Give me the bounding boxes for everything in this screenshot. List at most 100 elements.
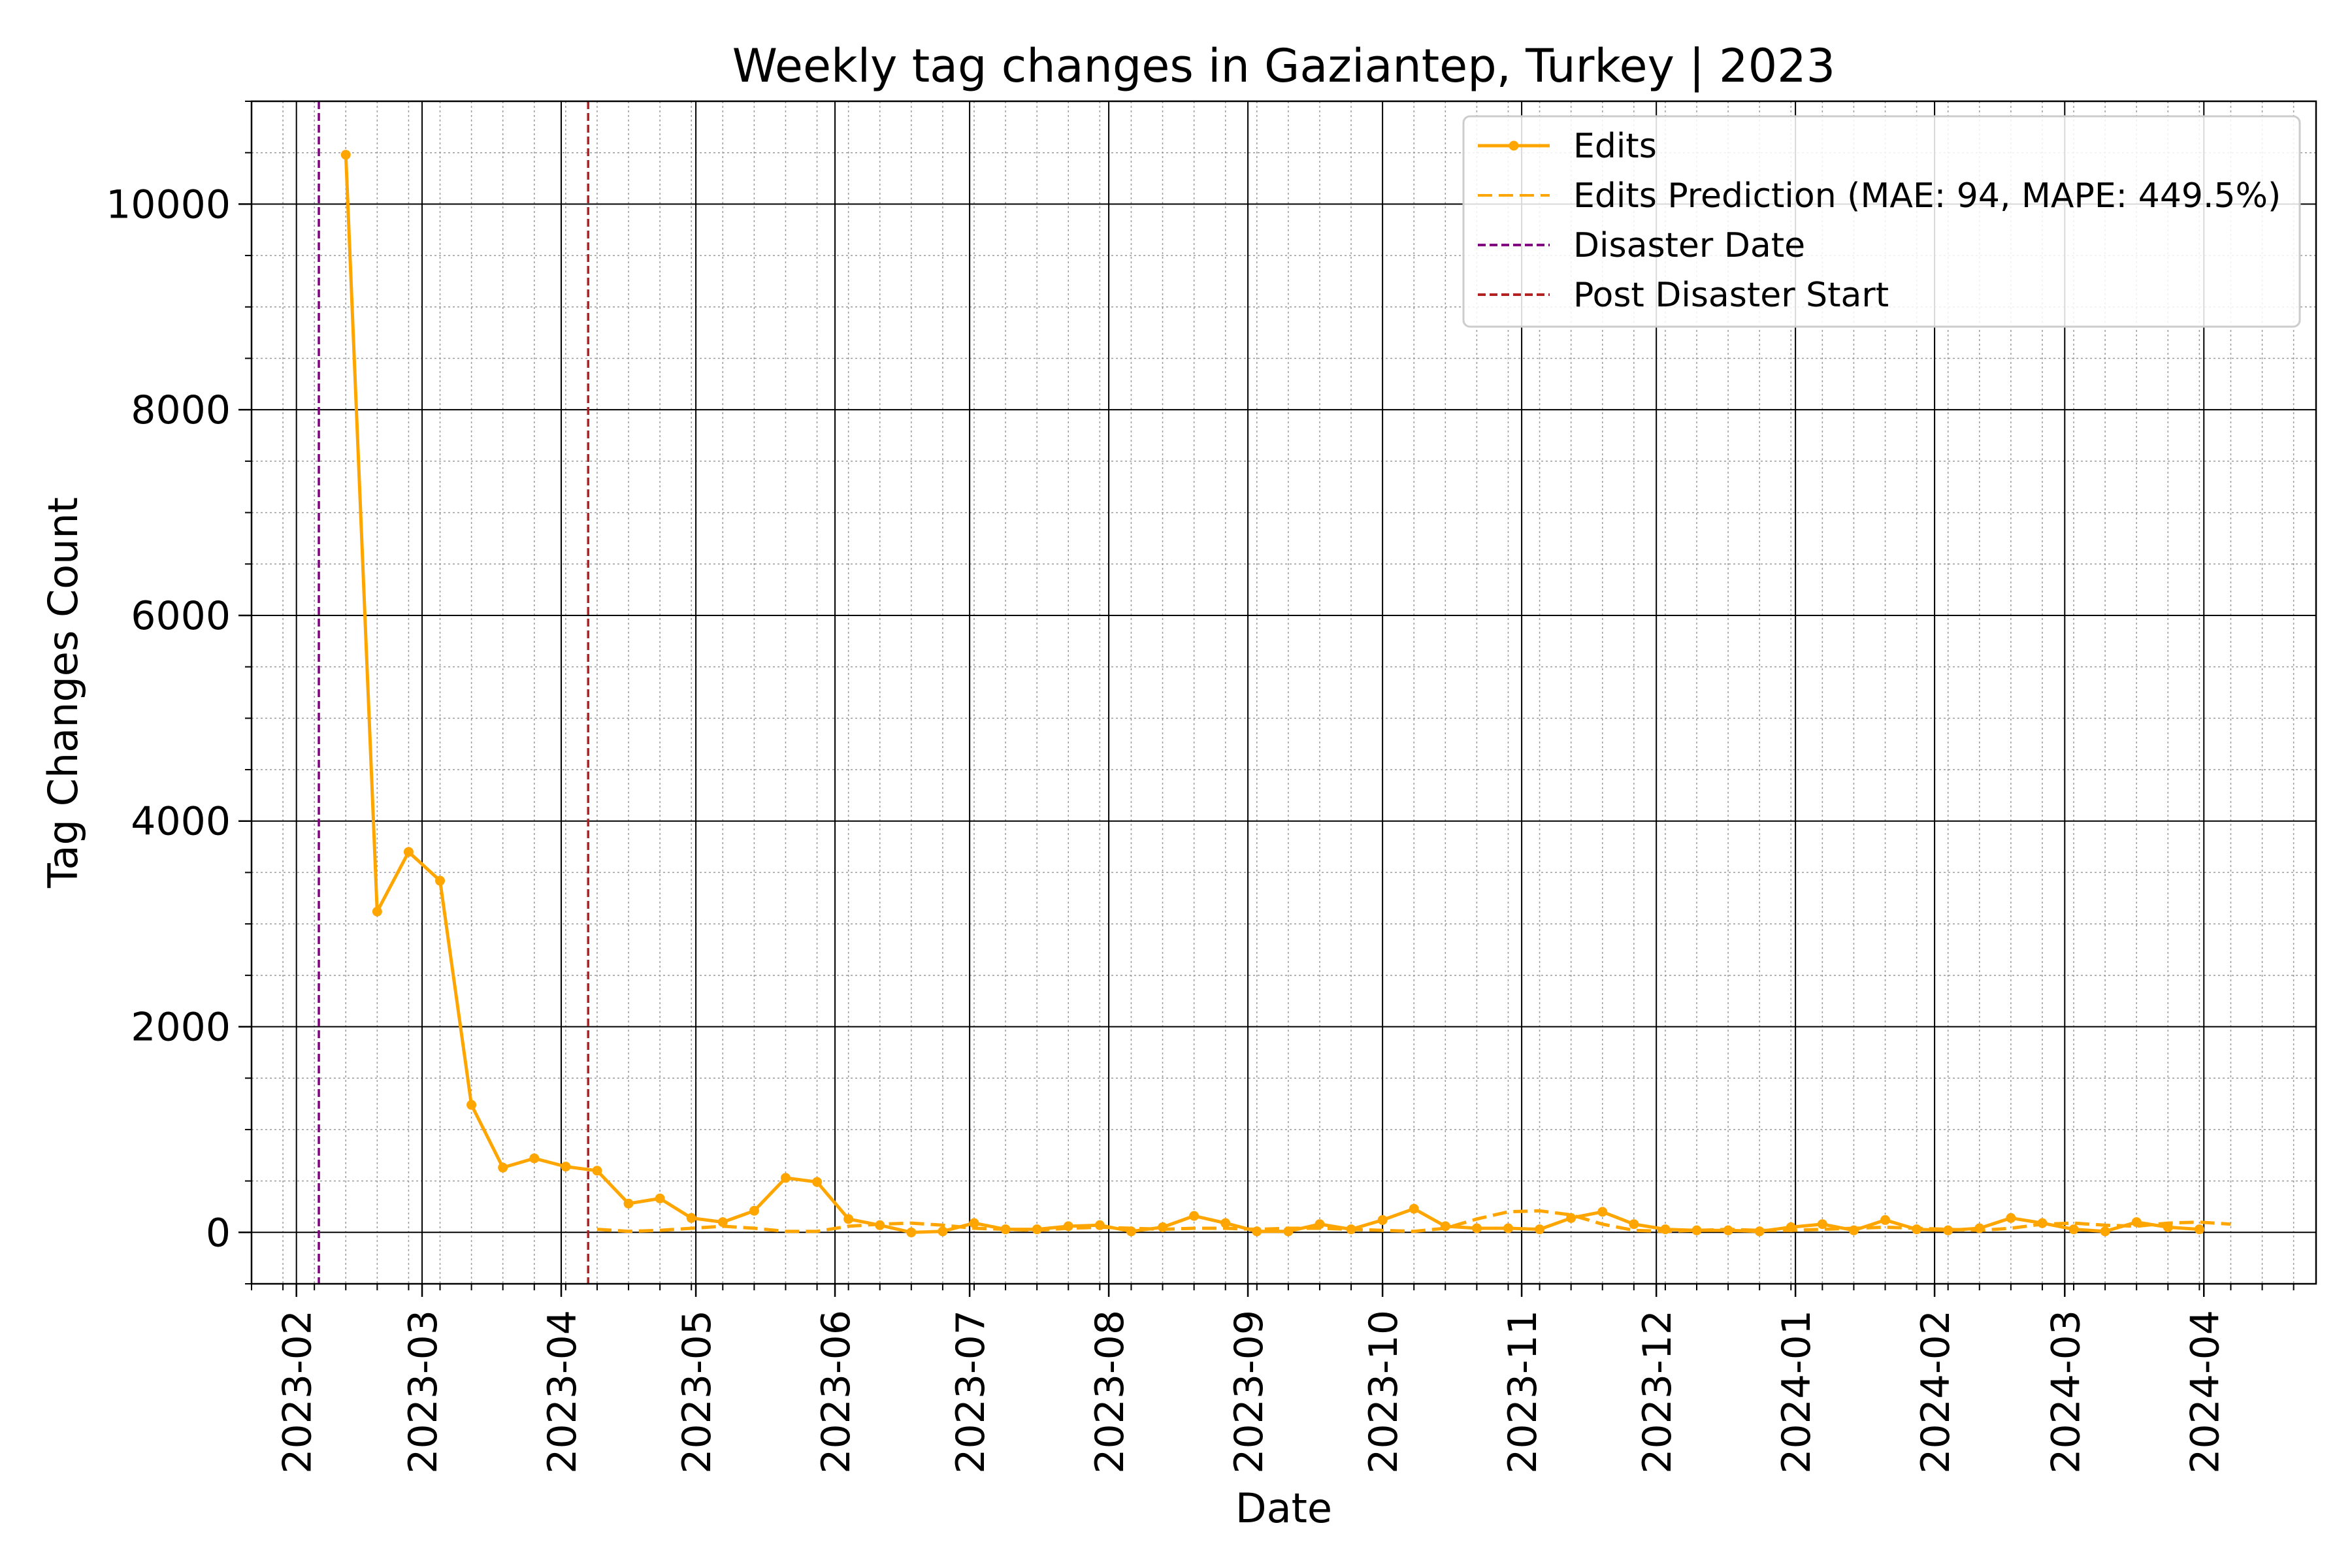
x-axis-ticks: 2023-02 2023-03 2023-04 2023-05 2023-06 2023-… [251,1284,2295,1474]
x-tick-label: 2024-04 [2182,1310,2228,1474]
legend-label: Post Disaster Start [1573,276,1889,315]
x-tick-label: 2023-06 [813,1310,859,1474]
legend-item-disaster-date: Disaster Date [1478,226,1805,265]
legend-marker [1509,140,1519,151]
legend: Edits Edits Prediction (MAE: 94, MAPE: 44… [1462,115,2301,328]
edits-point [2068,1224,2079,1235]
x-tick-label: 2023-12 [1635,1310,1680,1474]
edits-point [686,1213,696,1223]
edits-point [1943,1225,1953,1235]
edits-point [1754,1226,1765,1237]
edits-point [1691,1225,1702,1235]
series-group [340,150,2231,1237]
edits-point [340,150,351,160]
edits-point [1880,1215,1891,1225]
edits-point [1094,1220,1105,1230]
edits-point [2006,1213,2016,1223]
edits-point [1126,1226,1136,1237]
edits-point [1032,1224,1042,1235]
edits-point [1315,1219,1325,1230]
edits-point [1471,1223,1482,1233]
edits-point [717,1217,728,1228]
edits-point [498,1162,508,1173]
edits-point [561,1162,571,1172]
edits-point [749,1205,759,1216]
edits-point [1535,1224,1545,1235]
legend-label: Edits Prediction (MAE: 94, MAPE: 449.5%) [1573,176,2281,216]
edits-point [2194,1224,2204,1235]
edits-point [466,1100,477,1110]
edits-series-line [344,154,2200,1234]
edits-point [780,1173,791,1183]
y-axis-ticks: 0 2000 4000 6000 8000 10000 [106,101,252,1284]
edits-point [1597,1207,1608,1217]
edits-point [2037,1218,2048,1228]
edits-point [2100,1226,2110,1237]
plot-frame [250,100,2317,1285]
edits-point [1252,1226,1262,1237]
chart-title: Weekly tag changes in Gaziantep, Turkey … [732,39,1835,93]
edits-point [906,1227,917,1237]
edits-point [435,875,446,886]
edits-point [1409,1203,1419,1214]
x-tick-label: 2023-08 [1087,1310,1133,1474]
edits-point [843,1214,854,1224]
edits-point [1000,1224,1011,1235]
edits-point [812,1177,823,1187]
edits-point [372,906,382,917]
edits-point [1912,1224,1922,1235]
edits-point [1346,1224,1356,1235]
edits-point [1220,1218,1231,1228]
edits-point [1817,1219,1827,1230]
x-axis-label: Date [1235,1484,1332,1532]
edits-point [1063,1221,1073,1232]
edits-point [529,1153,540,1164]
edits-point [1566,1213,1576,1223]
legend-item-post-disaster-start: Post Disaster Start [1478,276,1889,315]
edits-point [1786,1222,1796,1232]
edits-point [1974,1223,1985,1233]
edits-point [2163,1222,2173,1232]
event-lines [318,101,589,1284]
edits-point [403,847,414,857]
x-tick-label: 2023-11 [1500,1310,1546,1474]
edits-point [1377,1215,1388,1225]
y-tick-label: 10000 [106,182,231,227]
edits-point [1440,1221,1450,1232]
x-tick-label: 2023-07 [948,1310,994,1474]
edits-point [623,1198,634,1209]
x-tick-label: 2024-02 [1913,1310,1959,1474]
edits-point [969,1218,979,1228]
x-tick-label: 2024-03 [2043,1310,2089,1474]
edits-point [1723,1225,1733,1235]
x-tick-label: 2023-04 [540,1310,585,1474]
y-tick-label: 2000 [131,1005,231,1051]
y-axis-label: Tag Changes Count [39,497,87,889]
legend-label: Disaster Date [1573,226,1805,265]
y-tick-label: 8000 [131,387,231,433]
edits-point [1158,1222,1168,1232]
edits-point [1848,1225,1859,1235]
x-tick-label: 2024-01 [1774,1310,1820,1474]
y-tick-label: 6000 [131,593,231,639]
legend-item-prediction: Edits Prediction (MAE: 94, MAPE: 449.5%) [1478,176,2281,216]
y-tick-label: 0 [206,1210,231,1256]
edits-point [1503,1223,1513,1233]
y-tick-label: 4000 [131,799,231,845]
edits-point [875,1220,885,1230]
legend-label: Edits [1573,127,1657,166]
x-tick-label: 2023-09 [1226,1310,1272,1474]
legend-box [1462,115,2301,328]
edits-point [592,1166,602,1176]
edits-point [1283,1226,1294,1237]
x-tick-label: 2023-02 [275,1310,321,1474]
x-tick-label: 2023-10 [1361,1310,1407,1474]
legend-item-edits: Edits [1478,127,1657,166]
edits-point [938,1226,948,1237]
x-tick-label: 2023-05 [674,1310,720,1474]
x-tick-label: 2023-03 [400,1310,446,1474]
edits-point [1189,1211,1200,1221]
edits-point [1629,1219,1639,1230]
edits-point [1660,1224,1671,1235]
